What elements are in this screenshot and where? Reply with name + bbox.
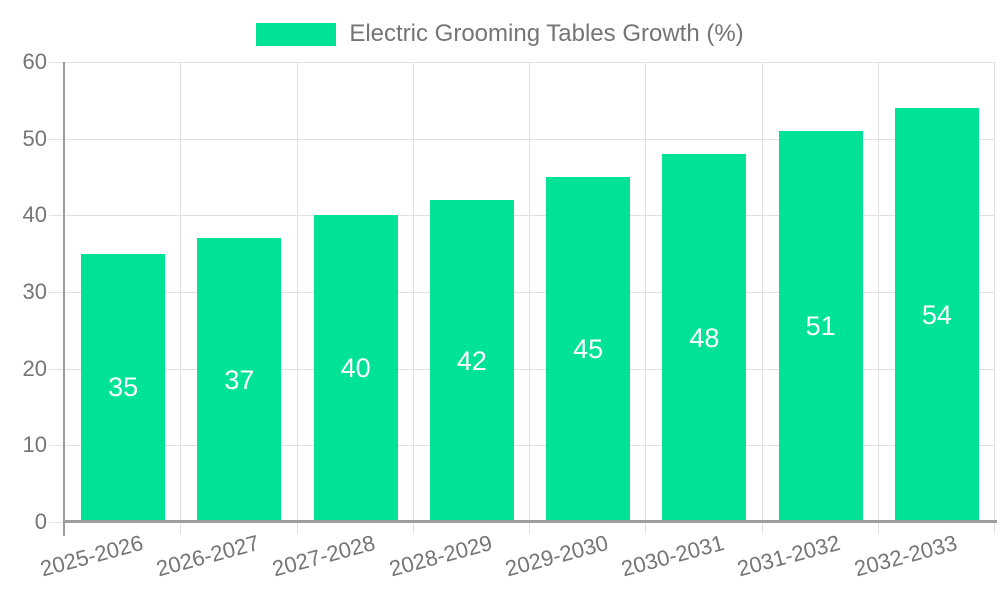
x-axis-label: 2029-2030 bbox=[502, 530, 611, 582]
gridline-h bbox=[65, 215, 995, 217]
gridline-v bbox=[994, 62, 995, 534]
bar-value-label: 35 bbox=[108, 372, 139, 403]
bar-value-label: 54 bbox=[921, 299, 952, 330]
gridline-h bbox=[65, 138, 995, 140]
x-axis-label: 2030-2031 bbox=[618, 530, 727, 582]
bar-2032-2033[interactable]: 54 bbox=[894, 108, 979, 522]
gridline-v bbox=[529, 62, 530, 534]
bar-2031-2032[interactable]: 51 bbox=[778, 131, 863, 522]
gridline-h bbox=[65, 368, 995, 370]
y-axis-label: 0 bbox=[34, 509, 47, 534]
y-axis-line bbox=[63, 62, 65, 536]
bar-value-label: 40 bbox=[340, 353, 371, 384]
x-axis-label: 2032-2033 bbox=[851, 530, 960, 582]
bar-2025-2026[interactable]: 35 bbox=[81, 253, 166, 522]
x-axis-label: 2027-2028 bbox=[269, 530, 379, 582]
gridline-v bbox=[645, 62, 647, 534]
y-tick bbox=[49, 138, 65, 140]
gridline-v bbox=[761, 62, 763, 534]
y-axis-label: 60 bbox=[22, 49, 47, 74]
bar-2029-2030[interactable]: 45 bbox=[546, 177, 631, 522]
y-tick bbox=[49, 445, 65, 447]
x-axis-label: 2031-2032 bbox=[734, 530, 844, 582]
y-axis-label: 10 bbox=[22, 432, 47, 458]
y-tick bbox=[49, 62, 65, 63]
legend[interactable]: Electric Grooming Tables Growth (%) bbox=[0, 20, 1000, 48]
gridline-h bbox=[65, 292, 995, 293]
y-tick bbox=[49, 522, 65, 523]
y-axis-label: 20 bbox=[22, 355, 47, 381]
y-axis-label: 40 bbox=[22, 202, 47, 228]
gridline-v bbox=[180, 62, 182, 534]
gridline-h bbox=[65, 445, 995, 447]
x-axis-label: 2028-2029 bbox=[386, 530, 495, 582]
y-tick bbox=[49, 292, 65, 293]
gridline-v bbox=[412, 62, 414, 534]
y-tick bbox=[49, 368, 65, 370]
bar-value-label: 37 bbox=[224, 364, 255, 395]
plot-area: 35 37 40 42 45 48 51 54 bbox=[49, 62, 997, 536]
bar-2026-2027[interactable]: 37 bbox=[197, 238, 282, 522]
bar-value-label: 42 bbox=[456, 345, 487, 376]
gridline-v bbox=[296, 62, 298, 534]
gridline-v bbox=[877, 62, 879, 534]
bar-2030-2031[interactable]: 48 bbox=[662, 154, 747, 522]
y-axis-label: 30 bbox=[22, 279, 47, 304]
y-tick bbox=[49, 215, 65, 217]
bar-2027-2028[interactable]: 40 bbox=[313, 215, 398, 522]
x-axis-label: 2026-2027 bbox=[153, 530, 262, 582]
x-axis-line bbox=[63, 520, 997, 523]
bar-value-label: 51 bbox=[805, 311, 836, 341]
legend-swatch bbox=[256, 22, 337, 46]
legend-label: Electric Grooming Tables Growth (%) bbox=[349, 20, 744, 47]
x-axis-label: 2025-2026 bbox=[37, 530, 146, 582]
gridline-h bbox=[65, 62, 995, 63]
y-axis-label: 50 bbox=[22, 125, 47, 151]
bar-value-label: 45 bbox=[573, 334, 604, 364]
bar-2028-2029[interactable]: 42 bbox=[429, 200, 514, 522]
bar-value-label: 48 bbox=[689, 322, 720, 353]
